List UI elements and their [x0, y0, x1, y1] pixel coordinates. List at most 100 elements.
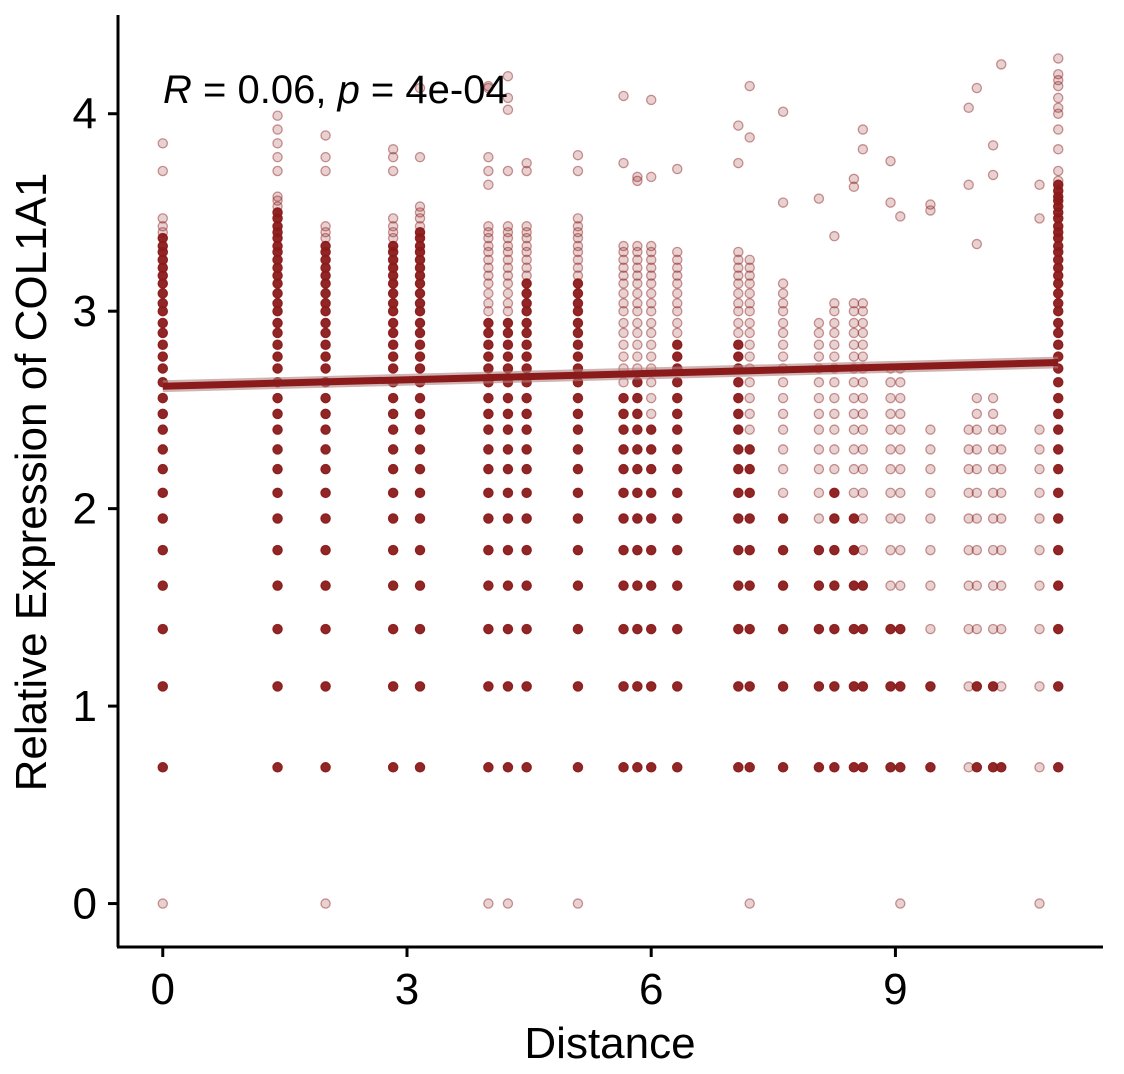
data-point [502, 444, 514, 455]
y-axis-title: Relative Expression of COL1A1 [7, 173, 56, 792]
data-point [1052, 487, 1064, 499]
data-point [320, 165, 331, 177]
data-point [521, 327, 532, 339]
data-point [777, 487, 789, 499]
data-point [502, 70, 514, 82]
data-point [483, 327, 494, 339]
data-point [829, 317, 840, 329]
data-point [320, 544, 331, 556]
data-point [971, 82, 983, 94]
data-point [521, 298, 532, 309]
data-point [387, 298, 399, 309]
data-point [733, 580, 744, 591]
data-point [1034, 444, 1045, 455]
data-point [895, 898, 906, 909]
data-point [483, 681, 494, 692]
data-point [521, 463, 532, 475]
data-point [848, 305, 860, 317]
data-point [848, 408, 860, 420]
data-point [829, 377, 840, 388]
data-point [414, 201, 426, 212]
data-point [387, 240, 399, 252]
data-point [813, 513, 825, 524]
data-point [777, 392, 789, 404]
data-point [502, 327, 514, 339]
data-point [777, 377, 789, 388]
data-point [1052, 108, 1064, 119]
data-point [320, 898, 331, 909]
data-point [645, 513, 657, 524]
data-point [502, 104, 514, 116]
data-point [1034, 580, 1045, 591]
data-point [572, 327, 584, 339]
data-point [987, 487, 999, 499]
data-point [857, 580, 869, 591]
data-point [320, 130, 331, 141]
data-point [572, 681, 584, 692]
data-point [632, 487, 643, 499]
data-point [618, 317, 629, 329]
data-point [272, 110, 283, 121]
data-point [733, 463, 744, 475]
data-point [618, 339, 629, 350]
data-point [987, 681, 999, 692]
data-point [733, 544, 744, 556]
data-point [744, 513, 755, 524]
data-point [320, 487, 331, 499]
data-point [157, 513, 169, 524]
data-point [925, 762, 936, 773]
data-point [502, 762, 514, 773]
data-point [1052, 102, 1064, 114]
data-point [272, 207, 283, 218]
data-point [572, 487, 584, 499]
data-point [483, 262, 494, 273]
data-point [987, 392, 999, 404]
data-point [632, 246, 643, 258]
data-point [502, 681, 514, 692]
data-point [885, 155, 896, 167]
data-point [645, 262, 657, 273]
data-point [157, 213, 169, 224]
data-point [483, 623, 494, 635]
data-point [572, 463, 584, 475]
data-point [618, 580, 629, 591]
data-point [483, 165, 494, 177]
data-point [1052, 92, 1064, 104]
data-point [483, 513, 494, 524]
data-point [848, 580, 860, 591]
data-point [1034, 179, 1045, 191]
data-point [387, 544, 399, 556]
data-point [777, 298, 789, 309]
data-point [572, 623, 584, 635]
data-point [483, 179, 494, 191]
data-point [672, 681, 683, 692]
data-point [572, 213, 584, 224]
data-point [272, 201, 283, 212]
data-point [1052, 513, 1064, 524]
data-point [320, 327, 331, 339]
data-point [632, 175, 643, 187]
data-point [502, 463, 514, 475]
data-point [632, 544, 643, 556]
data-point [777, 305, 789, 317]
data-point [1034, 623, 1045, 635]
data-point [744, 317, 755, 329]
points-layer [157, 53, 1064, 909]
data-point [521, 288, 532, 299]
data-point [618, 487, 629, 499]
data-point [813, 327, 825, 339]
regression-line [162, 359, 1059, 390]
data-point [1052, 762, 1064, 773]
data-point [521, 623, 532, 635]
data-point [895, 377, 906, 388]
data-point [272, 544, 283, 556]
data-point [848, 544, 860, 556]
data-point [483, 424, 494, 435]
data-point [414, 408, 426, 420]
data-point [895, 681, 906, 692]
data-point [672, 487, 683, 499]
data-point [157, 221, 169, 232]
data-point [483, 221, 494, 232]
data-point [618, 288, 629, 299]
data-point [829, 327, 840, 339]
